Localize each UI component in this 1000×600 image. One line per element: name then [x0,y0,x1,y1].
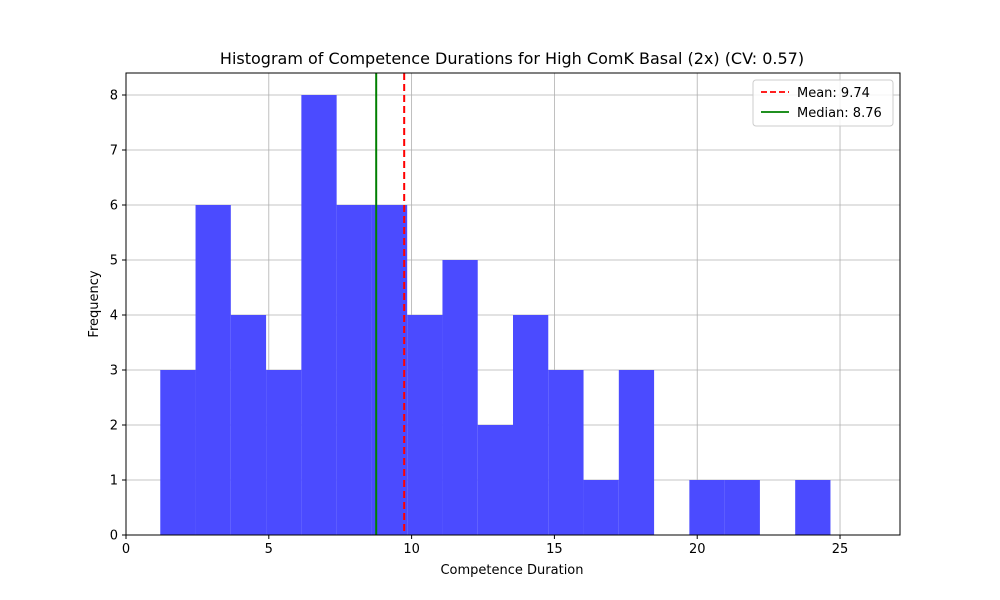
histogram-bar [160,370,196,535]
histogram-bar [548,370,584,535]
x-tick-label: 20 [689,542,706,557]
histogram-bar [266,370,302,535]
x-axis-label: Competence Duration [440,563,583,578]
histogram-bar [477,425,513,535]
legend: Mean: 9.74 Median: 8.76 [752,79,894,127]
y-tick-label: 6 [110,199,118,214]
histogram-bar [336,205,372,535]
histogram-bar [442,260,478,535]
histogram-bar [195,205,231,535]
y-tick-label: 5 [110,254,118,269]
y-axis-ticks: 0 1 2 3 4 5 6 7 8 [110,89,126,544]
histogram-bar [795,480,831,535]
x-tick-label: 5 [265,542,273,557]
x-tick-label: 10 [403,542,420,557]
histogram-bar [724,480,760,535]
y-tick-label: 8 [110,89,118,104]
y-tick-label: 4 [110,309,118,324]
y-tick-label: 2 [110,419,118,434]
x-tick-label: 0 [122,542,130,557]
axes-frame [125,72,901,536]
histogram-bar [513,315,549,535]
histogram-bar [230,315,267,535]
histogram-bar [689,480,725,535]
y-tick-label: 1 [110,474,118,489]
histogram-bar [618,370,655,535]
x-tick-label: 15 [546,542,563,557]
x-tick-label: 25 [832,542,849,557]
histogram-bars [160,95,831,535]
reference-lines [375,73,406,535]
chart-title: Histogram of Competence Durations for Hi… [220,49,804,68]
y-tick-label: 7 [110,144,118,159]
y-tick-label: 0 [110,529,118,544]
y-tick-label: 3 [110,364,118,379]
histogram-bar [583,480,619,535]
histogram-bar [301,95,337,535]
legend-label-median: Median: 8.76 [797,106,882,121]
y-axis-label: Frequency [87,270,102,337]
legend-label-mean: Mean: 9.74 [797,86,870,101]
histogram-bar [371,205,408,535]
histogram-bar [407,315,443,535]
x-axis-ticks: 0 5 10 15 20 25 [122,535,848,557]
